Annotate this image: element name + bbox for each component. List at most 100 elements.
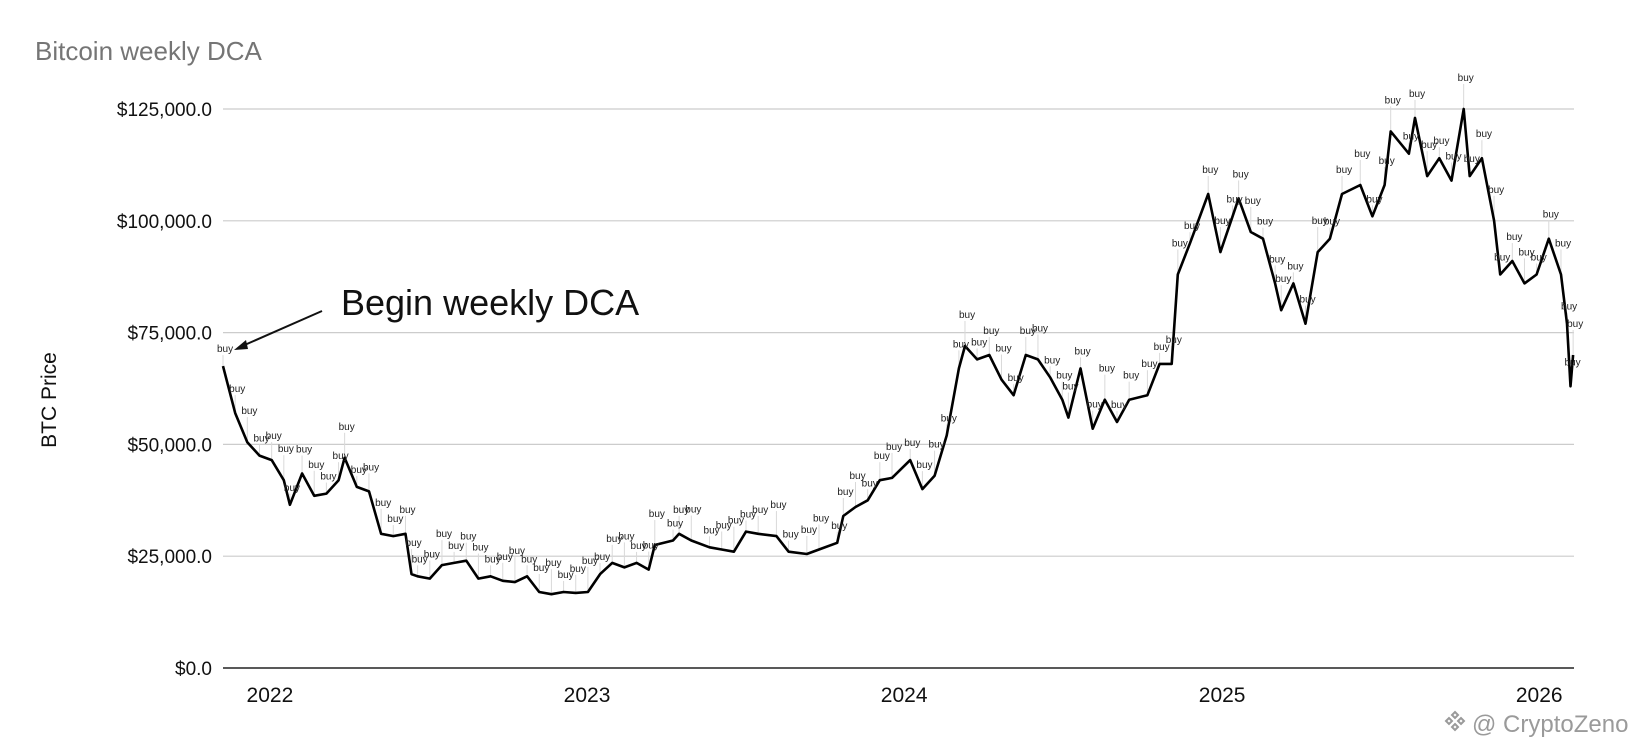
buy-label: buy (1488, 185, 1504, 196)
binance-diamond-icon (1444, 710, 1466, 739)
buy-label: buy (801, 525, 817, 536)
watermark-text: @ CryptoZeno (1472, 710, 1629, 738)
buy-label: buy (339, 422, 355, 433)
buy-label: buy (618, 531, 634, 542)
buy-label: buy (1565, 357, 1581, 368)
annotation-arrow (239, 310, 323, 348)
annotation-arrowhead (234, 340, 248, 350)
buy-label: buy (296, 444, 312, 455)
y-tick-label: $75,000.0 (127, 324, 212, 345)
buy-label: buy (1202, 165, 1218, 176)
buy-label: buy (953, 339, 969, 350)
buy-label: buy (1421, 140, 1437, 151)
buy-label: buy (1062, 382, 1078, 393)
buy-label: buy (770, 500, 786, 511)
buy-label: buy (1227, 194, 1243, 205)
buy-label: buy (412, 554, 428, 565)
buy-label: buy (333, 451, 349, 462)
annotation-text: Begin weekly DCA (341, 282, 639, 323)
buy-label: buy (460, 532, 476, 543)
buy-label: buy (1184, 221, 1200, 232)
buy-label: buy (594, 552, 610, 563)
buy-label: buy (1433, 136, 1449, 147)
buy-label: buy (320, 472, 336, 483)
buy-label: buy (375, 498, 391, 509)
buy-label: buy (1336, 165, 1352, 176)
buy-label: buy (704, 525, 720, 536)
buy-label: buy (1087, 400, 1103, 411)
buy-label: buy (904, 438, 920, 449)
buy-label: buy (472, 543, 488, 554)
buy-label: buy (929, 440, 945, 451)
buy-label: buy (1518, 247, 1534, 258)
buy-label: buy (631, 541, 647, 552)
x-tick-label: 2022 (247, 684, 294, 707)
buy-label: buy (1123, 371, 1139, 382)
buy-label: buy (667, 519, 683, 530)
buy-drop-lines (222, 84, 1574, 595)
buy-label: buy (521, 554, 537, 565)
buy-label: buy (266, 431, 282, 442)
chart-title: Bitcoin weekly DCA (35, 36, 262, 66)
buy-label: buy (1312, 216, 1328, 227)
buy-label: buy (837, 487, 853, 498)
buy-label: buy (874, 451, 890, 462)
buy-label: buy (849, 471, 865, 482)
buy-label: buy (685, 505, 701, 516)
buy-label: buy (570, 564, 586, 575)
y-axis-ticks: $0.0 $25,000.0 $50,000.0 $75,000.0 $100,000.… (117, 100, 212, 680)
buy-label: buy (217, 344, 233, 355)
buy-label: buy (1567, 319, 1583, 330)
buy-label: buy (1366, 194, 1382, 205)
buy-label: buy (533, 563, 549, 574)
buy-label: buy (1269, 254, 1285, 265)
buy-label: buy (278, 444, 294, 455)
buy-label: buy (284, 483, 300, 494)
buy-label: buy (1008, 373, 1024, 384)
x-tick-label: 2026 (1516, 684, 1563, 707)
buy-label: buy (1166, 335, 1182, 346)
buy-label: buy (1458, 73, 1474, 84)
buy-label: buy (558, 570, 574, 581)
buy-label: buy (241, 406, 257, 417)
buy-label: buy (831, 521, 847, 532)
buy-label: buy (643, 541, 659, 552)
buy-label: buy (1099, 364, 1115, 375)
buy-label: buy (1561, 302, 1577, 313)
buy-label: buy (1141, 359, 1157, 370)
buy-label: buy (971, 337, 987, 348)
buy-label: buy (886, 442, 902, 453)
buy-label: buy (1464, 154, 1480, 165)
buy-label: buy (1543, 210, 1559, 221)
buy-label: buy (497, 552, 513, 563)
buy-label: buy (582, 556, 598, 567)
buy-label: buy (995, 344, 1011, 355)
buy-label: buy (406, 538, 422, 549)
buy-label: buy (916, 460, 932, 471)
buy-label: buy (1214, 216, 1230, 227)
buy-label: buy (1555, 238, 1571, 249)
buy-label: buy (649, 509, 665, 520)
x-tick-label: 2025 (1199, 684, 1246, 707)
buy-label: buy (1275, 274, 1291, 285)
buy-label: buy (448, 541, 464, 552)
buy-label: buy (1476, 129, 1492, 140)
x-tick-label: 2023 (564, 684, 611, 707)
buy-label: buy (1531, 252, 1547, 263)
buy-label: buy (1032, 323, 1048, 334)
buy-label: buy (1233, 169, 1249, 180)
buy-label: buy (1287, 261, 1303, 272)
buy-label: buy (1044, 355, 1060, 366)
y-tick-label: $50,000.0 (127, 435, 212, 456)
buy-label: buy (959, 310, 975, 321)
buy-label: buy (1172, 238, 1188, 249)
buy-label: buy (351, 465, 367, 476)
watermark: @ CryptoZeno (1444, 710, 1628, 739)
buy-label: buy (1324, 217, 1340, 228)
gridlines (223, 108, 1574, 557)
buy-label: buy (1257, 217, 1273, 228)
buy-label: buy (1409, 89, 1425, 100)
buy-label: buy (740, 510, 756, 521)
buy-label: buy (1506, 232, 1522, 243)
x-tick-label: 2024 (881, 684, 928, 707)
